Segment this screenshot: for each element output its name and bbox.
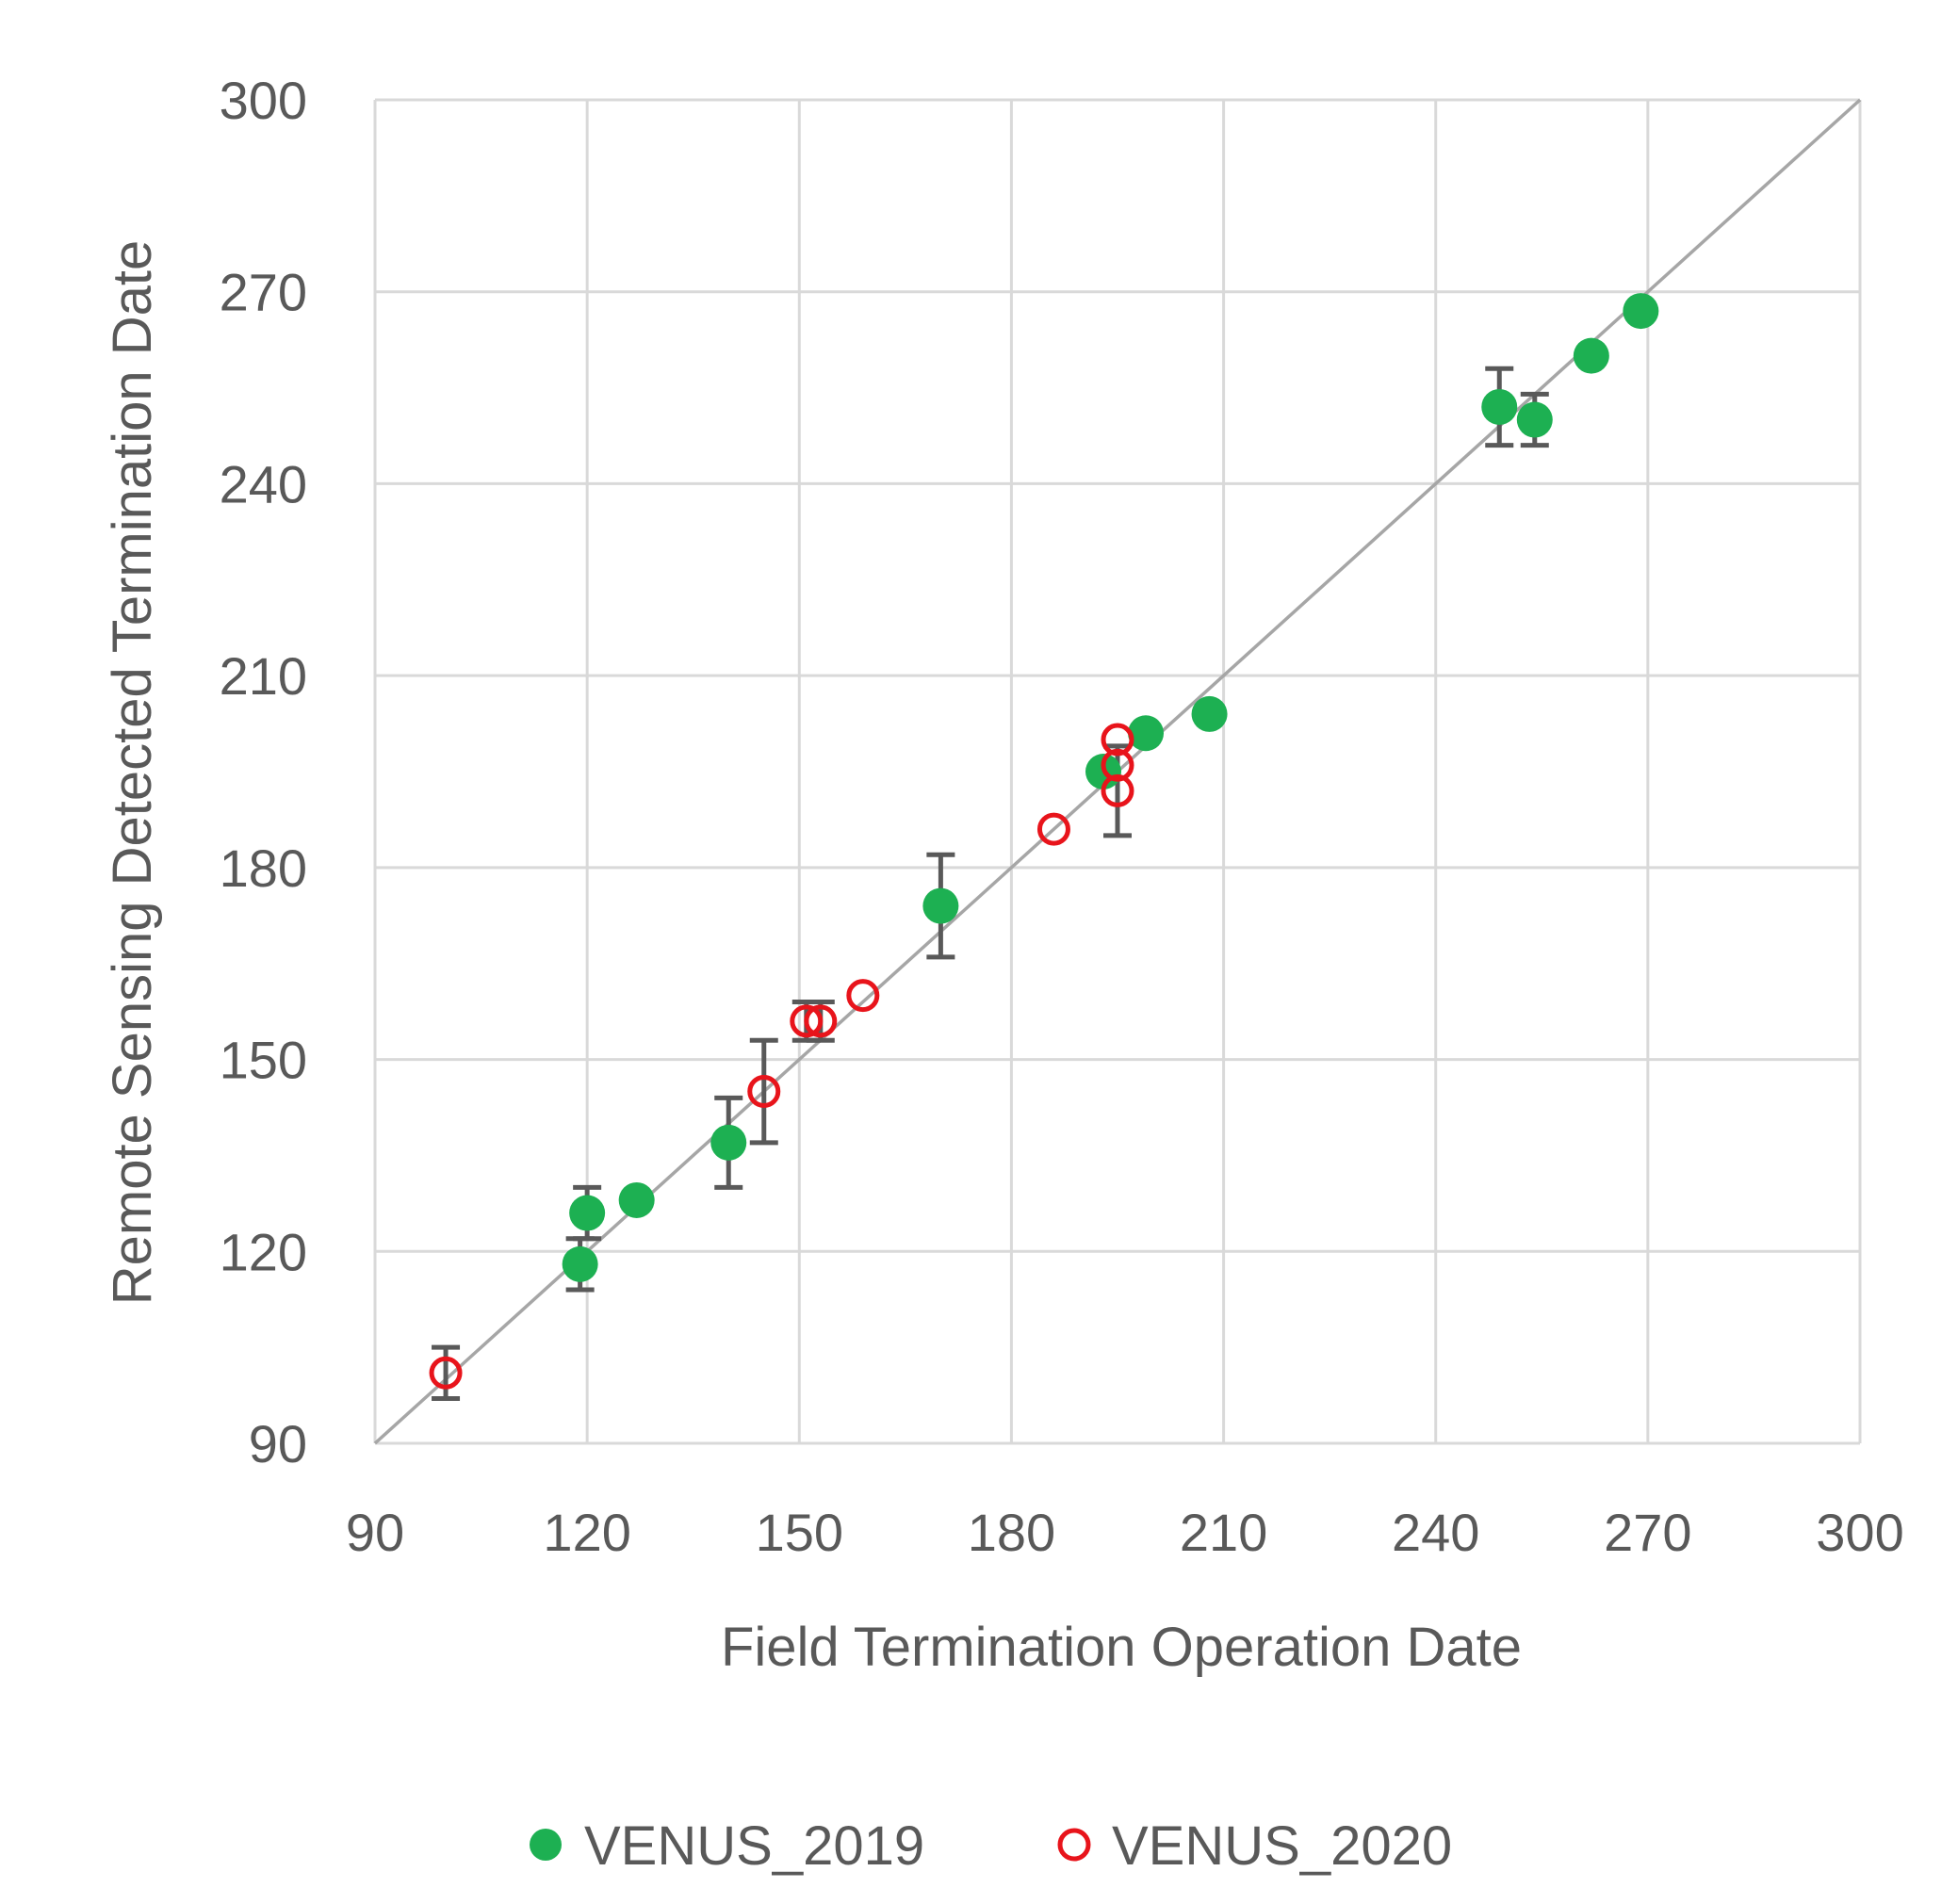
point-venus-2019-2: [618, 1181, 655, 1218]
point-venus-2019-10: [1573, 337, 1609, 374]
point-venus-2020-6: [1101, 723, 1134, 757]
point-venus-2019-9: [1516, 401, 1553, 438]
x-tick-label-240: 240: [1392, 1503, 1479, 1562]
x-axis-title: Field Termination Operation Date: [721, 1617, 1522, 1678]
point-venus-2019-1: [569, 1195, 606, 1231]
legend-marker-venus-2020: [1057, 1828, 1091, 1862]
point-venus-2019-11: [1623, 293, 1659, 330]
x-tick-label-150: 150: [756, 1503, 843, 1562]
legend: VENUS_2019 VENUS_2020: [530, 1815, 1452, 1877]
tick-labels: 90 120 150 180 210 240 270 300 90 120 150 180 210 240…: [220, 71, 1904, 1562]
error-bars: [432, 366, 1549, 1401]
x-tick-label-90: 90: [346, 1503, 404, 1562]
data-points: [429, 293, 1659, 1390]
x-tick-label-210: 210: [1180, 1503, 1267, 1562]
point-venus-2020-2: [790, 1004, 824, 1038]
point-venus-2019-6: [1128, 715, 1165, 752]
error-bar-1-0: [432, 1344, 461, 1401]
y-tick-label-300: 300: [220, 71, 307, 130]
point-venus-2020-8: [1101, 773, 1134, 807]
point-venus-2019-3: [710, 1124, 747, 1161]
point-venus-2020-0: [429, 1356, 463, 1390]
y-tick-label-240: 240: [220, 454, 307, 513]
legend-label-venus-2019: VENUS_2019: [584, 1815, 924, 1877]
x-tick-label-270: 270: [1604, 1503, 1691, 1562]
x-tick-label-300: 300: [1816, 1503, 1903, 1562]
error-bar-1-1: [749, 1037, 778, 1146]
y-tick-label-90: 90: [249, 1414, 307, 1473]
y-tick-label-180: 180: [220, 838, 307, 898]
grid-lines: [373, 98, 1862, 1445]
y-tick-label-210: 210: [220, 646, 307, 706]
point-venus-2020-5: [1036, 812, 1070, 846]
legend-label-venus-2020: VENUS_2020: [1112, 1815, 1452, 1877]
point-venus-2019-0: [562, 1245, 598, 1282]
point-venus-2019-4: [922, 887, 959, 924]
x-tick-label-120: 120: [543, 1503, 630, 1562]
point-venus-2019-7: [1191, 695, 1228, 732]
y-tick-label-270: 270: [220, 263, 307, 322]
point-venus-2020-4: [846, 979, 880, 1013]
y-tick-label-120: 120: [220, 1222, 307, 1281]
point-venus-2020-7: [1101, 748, 1134, 782]
y-tick-label-150: 150: [220, 1031, 307, 1090]
legend-marker-venus-2019: [530, 1829, 562, 1861]
x-tick-label-180: 180: [968, 1503, 1055, 1562]
point-venus-2020-3: [804, 1004, 838, 1038]
y-axis-title: Remote Sensing Detected Termination Date: [102, 240, 163, 1306]
point-venus-2020-1: [747, 1075, 781, 1109]
point-venus-2019-8: [1481, 388, 1518, 425]
